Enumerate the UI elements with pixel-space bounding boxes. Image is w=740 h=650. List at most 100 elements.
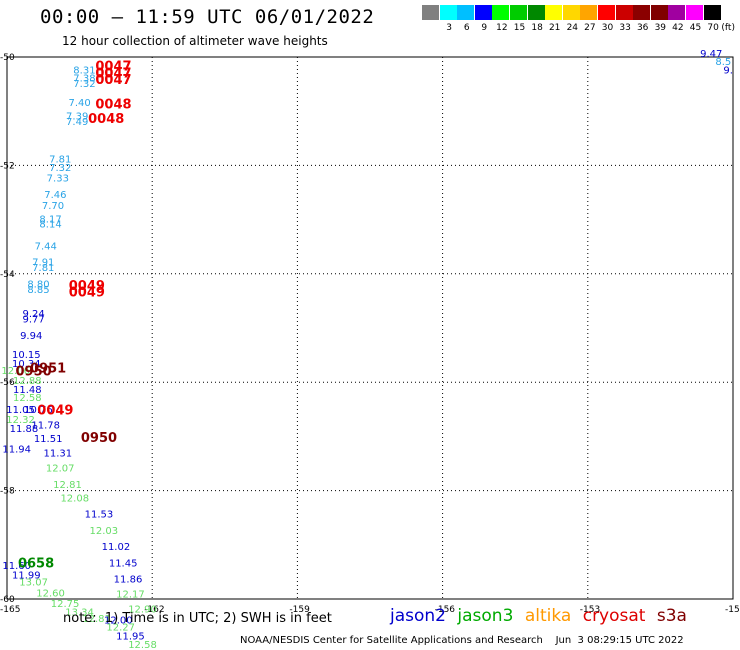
wave-height-label: 11.94 <box>2 445 31 456</box>
wave-height-label: 11.60 <box>2 561 31 572</box>
pass-time-label: 0951 <box>30 361 66 376</box>
wave-height-label: 11.53 <box>85 510 114 521</box>
scale-label: 33 <box>619 23 631 33</box>
legend-altika: altika <box>524 606 572 626</box>
scale-label: 42 <box>672 23 684 33</box>
wave-height-label: 8.31 <box>73 65 95 76</box>
wave-height-label: 11.95 <box>116 632 145 643</box>
wave-height-label: 7.46 <box>44 190 66 201</box>
y-tick-label: -58 <box>0 487 15 497</box>
pass-time-label: 0658 <box>18 557 54 572</box>
wave-height-label: 7.39 <box>66 111 88 122</box>
wave-height-label: 12.90 <box>128 605 157 616</box>
satellite-legend: jason2 jason3 altika cryosat s3a <box>390 606 693 626</box>
wave-height-label: 10.76 <box>24 405 53 416</box>
scale-swatch <box>703 5 721 20</box>
wave-height-label: 11.99 <box>12 570 41 581</box>
scale-swatch <box>439 5 457 20</box>
wave-height-label: 12.00 <box>104 615 133 626</box>
x-tick-label: -15 <box>725 605 740 615</box>
wave-height-label: 7.70 <box>42 201 64 212</box>
wave-height-label: 12.32 <box>6 415 35 426</box>
scale-swatch <box>615 5 633 20</box>
wave-height-label: 13.34 <box>65 607 94 618</box>
page-title: 00:00 — 11:59 UTC 06/01/2022 <box>40 6 375 28</box>
scale-swatch <box>492 5 510 20</box>
wave-height-label: 9.24 <box>22 309 44 320</box>
wave-height-label: 7.91 <box>32 258 54 269</box>
scale-swatch <box>598 5 615 20</box>
scale-label: 12 <box>496 23 508 33</box>
wave-height-label: 11.86 <box>114 575 143 586</box>
y-tick-label: -52 <box>0 161 15 171</box>
wave-height-label: 7.38 <box>73 73 95 84</box>
wave-height-label: 8.80 <box>27 279 49 290</box>
x-tick-label: -156 <box>435 605 456 615</box>
y-tick-label: -60 <box>0 595 15 605</box>
wave-height-label: 12.08 <box>60 493 89 504</box>
wave-height-label: 12.75 <box>51 599 80 610</box>
x-tick-label: -159 <box>289 605 310 615</box>
wave-height-label: 7.49 <box>66 117 88 128</box>
wave-height-label: 9. <box>723 65 733 76</box>
scale-label: 39 <box>654 23 667 33</box>
x-tick-label: -153 <box>580 605 600 615</box>
pass-time-label: 0049 <box>69 286 105 301</box>
wave-height-label: 8.14 <box>39 220 61 231</box>
wave-height-label: 9.94 <box>20 331 42 342</box>
wave-height-label: 7.33 <box>47 174 69 185</box>
legend-cryosat: cryosat <box>582 606 646 626</box>
pass-time-label: 0049 <box>37 404 73 419</box>
wave-height-label: 11.88 <box>10 424 39 435</box>
pass-time-label: 0048 <box>88 112 124 127</box>
wave-height-label: 7.81 <box>49 155 71 166</box>
wave-height-label: 7.32 <box>49 163 71 174</box>
scale-swatch <box>545 5 563 20</box>
wave-height-label: 12.81 <box>82 614 111 625</box>
wave-height-label: 12.88 <box>13 376 42 387</box>
pass-time-label: 0950 <box>81 431 117 446</box>
wave-height-label: 7.32 <box>73 79 95 90</box>
wave-height-label: 10.15 <box>12 350 41 361</box>
wave-height-label: 8.85 <box>27 285 49 296</box>
scale-label: 3 <box>446 23 452 33</box>
scale-label: 9 <box>481 23 488 33</box>
wave-height-label: 11.48 <box>13 385 42 396</box>
wave-height-label: 12.60 <box>36 588 65 599</box>
wave-height-label: 12.07 <box>46 464 75 475</box>
wave-height-label: 7.44 <box>35 241 57 252</box>
legend-jason3: jason3 <box>457 606 514 626</box>
legend-s3a: s3a <box>656 606 687 626</box>
wave-height-label: 12.06 <box>1 366 30 377</box>
y-tick-label: -54 <box>0 270 15 280</box>
pass-time-label: 0047 <box>95 60 131 75</box>
x-tick-label: -165 <box>0 605 20 615</box>
y-tick-label: -50 <box>0 53 15 63</box>
wave-height-label: 8.17 <box>39 214 61 225</box>
wave-height-label: 13.07 <box>19 577 48 588</box>
scale-swatch <box>668 5 686 20</box>
scale-swatch <box>686 5 703 20</box>
wave-height-label: 9.77 <box>22 315 44 326</box>
scale-label: 36 <box>636 23 649 33</box>
scale-unit: (ft) <box>721 23 735 33</box>
y-tick-label: -56 <box>0 378 15 388</box>
pass-time-label: 0049 <box>69 279 105 294</box>
pass-time-label: 0047 <box>95 73 131 88</box>
wave-height-label: 12.58 <box>13 393 42 404</box>
wave-height-label: 12.03 <box>89 526 118 537</box>
wave-height-label: 11.45 <box>109 558 138 569</box>
scale-label: 30 <box>601 23 614 33</box>
scale-swatch <box>474 5 492 20</box>
scale-swatch <box>580 5 598 20</box>
scale-swatch <box>562 5 580 20</box>
scale-swatch <box>527 5 545 20</box>
scale-label: 15 <box>513 23 526 33</box>
wave-height-label: 12.58 <box>128 640 157 650</box>
wave-height-label: 11.31 <box>43 448 72 459</box>
wave-height-label: 7.40 <box>68 98 90 109</box>
wave-height-label: 11.51 <box>34 434 63 445</box>
scale-swatch <box>650 5 668 20</box>
wave-height-label: 7.81 <box>32 263 54 274</box>
pass-time-label: 0950 <box>16 365 52 380</box>
